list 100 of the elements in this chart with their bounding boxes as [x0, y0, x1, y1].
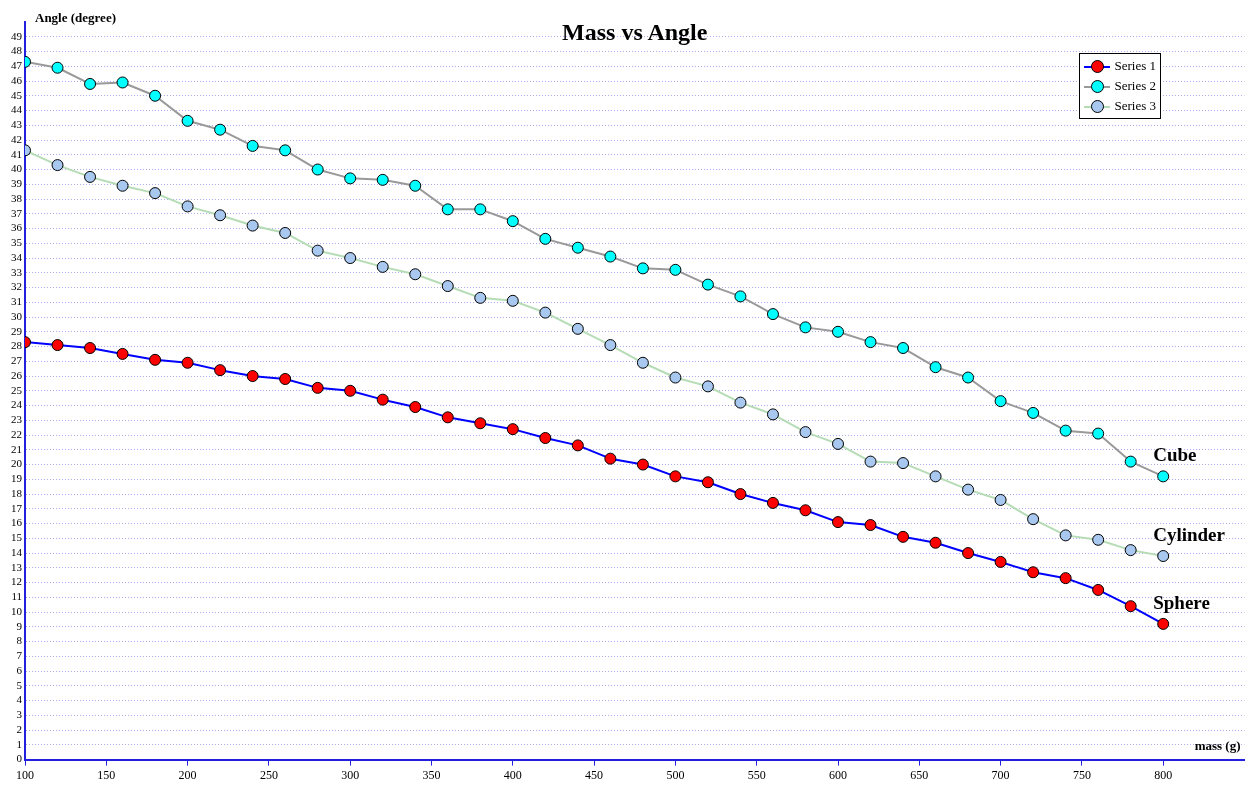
- point: [799, 321, 812, 334]
- legend-label: Series 3: [1114, 98, 1156, 114]
- y-tick-label: 17: [11, 501, 23, 514]
- point: [214, 209, 227, 222]
- y-tick-label: 15: [11, 531, 23, 544]
- point: [766, 408, 779, 421]
- point: [441, 280, 454, 293]
- point: [344, 384, 357, 397]
- y-tick-label: 38: [11, 191, 23, 204]
- point: [279, 226, 292, 239]
- point: [701, 380, 714, 393]
- x-tick-label: 600: [829, 767, 847, 782]
- y-tick-label: 49: [11, 29, 23, 42]
- point: [701, 476, 714, 489]
- point: [636, 262, 649, 275]
- point: [506, 294, 519, 307]
- point: [84, 77, 97, 90]
- point: [604, 452, 617, 465]
- y-tick-label: 25: [11, 383, 23, 396]
- point: [897, 457, 910, 470]
- point: [441, 203, 454, 216]
- point: [636, 356, 649, 369]
- y-tick-label: 46: [11, 73, 23, 86]
- point: [604, 250, 617, 263]
- y-tick-label: 18: [11, 486, 23, 499]
- x-tick-label: 650: [910, 767, 929, 782]
- y-tick-label: 20: [11, 457, 23, 470]
- point: [409, 401, 422, 414]
- point: [539, 232, 552, 245]
- y-tick-label: 7: [16, 649, 23, 662]
- x-tick-label: 100: [16, 767, 34, 782]
- y-tick-label: 19: [11, 472, 23, 485]
- point: [149, 187, 162, 200]
- point: [51, 339, 64, 352]
- point: [864, 455, 877, 468]
- point: [181, 114, 194, 127]
- point: [441, 411, 454, 424]
- point: [311, 244, 324, 257]
- y-tick-label: 31: [11, 295, 22, 308]
- point: [962, 483, 975, 496]
- point: [799, 426, 812, 439]
- point: [832, 437, 844, 450]
- point: [214, 123, 227, 136]
- point: [1059, 572, 1072, 585]
- y-tick-label: 11: [11, 590, 22, 603]
- x-tick-label: 150: [97, 767, 116, 782]
- point: [539, 306, 552, 319]
- point: [962, 371, 975, 384]
- point: [734, 488, 747, 501]
- x-tick-label: 550: [747, 767, 766, 782]
- y-tick-label: 2: [16, 722, 22, 735]
- y-tick-label: 32: [11, 280, 22, 293]
- y-tick-label: 42: [11, 132, 22, 145]
- y-tick-label: 0: [16, 752, 23, 765]
- point: [51, 159, 64, 172]
- point: [1027, 566, 1040, 579]
- point: [539, 432, 552, 445]
- y-tick-label: 35: [11, 236, 23, 249]
- point: [994, 555, 1007, 568]
- y-tick-label: 39: [11, 177, 23, 190]
- y-tick-label: 48: [11, 44, 23, 57]
- point: [149, 353, 162, 366]
- point: [376, 260, 389, 273]
- point: [701, 278, 714, 291]
- point: [506, 423, 519, 436]
- point: [1092, 427, 1105, 440]
- point: [474, 417, 487, 430]
- point: [1027, 406, 1040, 419]
- point: [604, 339, 617, 352]
- x-tick-label: 250: [259, 767, 278, 782]
- y-tick-label: 37: [11, 206, 23, 219]
- y-tick-label: 24: [11, 398, 23, 411]
- y-tick-label: 9: [16, 619, 23, 632]
- point: [571, 322, 584, 335]
- point: [376, 393, 389, 406]
- x-tick-label: 300: [341, 767, 360, 782]
- point: [766, 496, 779, 509]
- point: [766, 308, 779, 321]
- point: [994, 395, 1007, 408]
- x-tick-label: 350: [422, 767, 441, 782]
- y-tick-label: 1: [16, 737, 22, 750]
- point: [1124, 455, 1137, 468]
- y-tick-label: 23: [11, 413, 23, 426]
- x-tick-label: 400: [503, 767, 522, 782]
- point: [962, 547, 975, 560]
- point: [734, 396, 747, 409]
- point: [1092, 533, 1105, 546]
- x-tick-label: 500: [666, 767, 685, 782]
- legend-label: Series 1: [1114, 58, 1156, 74]
- y-axis-title: Angle (degree): [35, 9, 116, 25]
- y-tick-label: 8: [16, 634, 23, 647]
- point: [279, 144, 292, 157]
- point: [246, 370, 259, 383]
- point: [994, 493, 1007, 506]
- point: [1157, 470, 1170, 483]
- point: [116, 347, 129, 360]
- point: [929, 536, 942, 549]
- point: [864, 519, 877, 532]
- y-tick-label: 43: [11, 118, 23, 131]
- point: [474, 291, 487, 304]
